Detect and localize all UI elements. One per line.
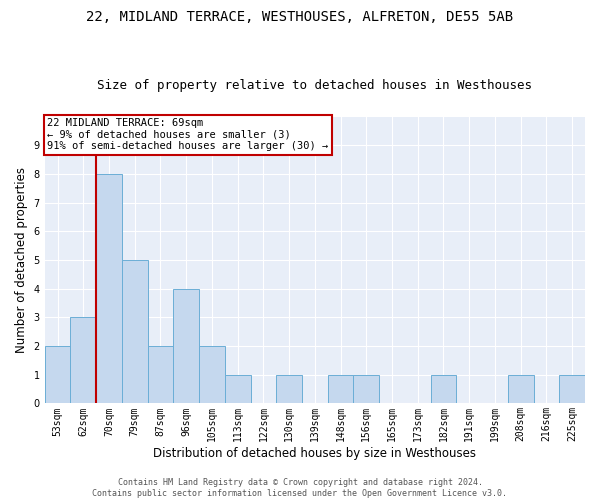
Title: Size of property relative to detached houses in Westhouses: Size of property relative to detached ho… (97, 79, 532, 92)
Text: 22 MIDLAND TERRACE: 69sqm
← 9% of detached houses are smaller (3)
91% of semi-de: 22 MIDLAND TERRACE: 69sqm ← 9% of detach… (47, 118, 329, 152)
Bar (44, 346, 70, 404)
Bar (353, 375, 379, 404)
Bar (276, 375, 302, 404)
Bar (508, 375, 533, 404)
Bar (96, 174, 122, 404)
Bar (199, 346, 225, 404)
Bar (173, 289, 199, 404)
Y-axis label: Number of detached properties: Number of detached properties (15, 167, 28, 353)
Bar (148, 346, 173, 404)
Bar (431, 375, 457, 404)
Bar (122, 260, 148, 404)
Bar (225, 375, 251, 404)
Text: 22, MIDLAND TERRACE, WESTHOUSES, ALFRETON, DE55 5AB: 22, MIDLAND TERRACE, WESTHOUSES, ALFRETO… (86, 10, 514, 24)
Bar (70, 318, 96, 404)
Bar (328, 375, 353, 404)
Bar (559, 375, 585, 404)
X-axis label: Distribution of detached houses by size in Westhouses: Distribution of detached houses by size … (154, 447, 476, 460)
Text: Contains HM Land Registry data © Crown copyright and database right 2024.
Contai: Contains HM Land Registry data © Crown c… (92, 478, 508, 498)
